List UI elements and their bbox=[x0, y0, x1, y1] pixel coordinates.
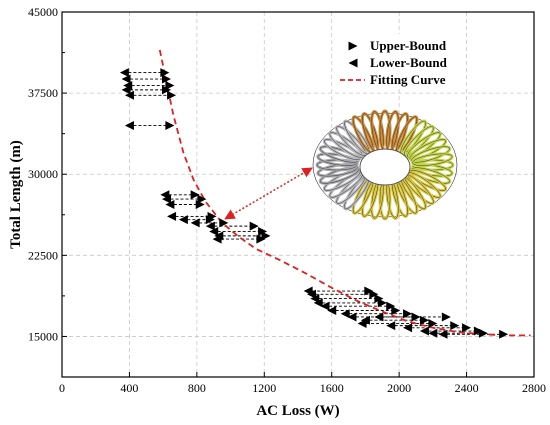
legend: Upper-Bound Lower-Bound Fitting Curve bbox=[336, 34, 456, 88]
lower-bound-point bbox=[347, 312, 357, 322]
lower-bound-point bbox=[121, 85, 131, 95]
upper-bound-markers bbox=[160, 68, 509, 339]
lower-bound-point bbox=[124, 121, 134, 131]
legend-lower-marker bbox=[348, 58, 358, 68]
upper-bound-point bbox=[450, 321, 460, 331]
y-tick-label: 22500 bbox=[28, 248, 58, 262]
lower-bound-markers bbox=[119, 68, 448, 339]
lower-bound-point bbox=[357, 318, 367, 328]
x-tick-label: 1200 bbox=[252, 381, 276, 395]
x-tick-label: 400 bbox=[120, 381, 138, 395]
coil-outline bbox=[412, 153, 453, 166]
fitting-curve-line bbox=[158, 49, 531, 337]
upper-bound-point bbox=[403, 309, 413, 319]
y-tick-label: 15000 bbox=[28, 329, 58, 343]
upper-bound-point bbox=[219, 218, 229, 228]
lower-bound-point bbox=[320, 301, 330, 311]
lower-bound-point bbox=[310, 294, 320, 304]
upper-bound-point bbox=[162, 74, 172, 84]
x-tick-label: 2400 bbox=[455, 381, 479, 395]
lower-bound-point bbox=[165, 200, 175, 210]
x-tick-label: 2800 bbox=[522, 381, 546, 395]
lower-bound-point bbox=[190, 218, 200, 228]
y-axis-title: Total Length (m) bbox=[8, 140, 24, 249]
upper-bound-point bbox=[386, 301, 396, 311]
upper-bound-point bbox=[364, 286, 374, 296]
legend-entry: Upper-Bound bbox=[348, 38, 447, 53]
lower-bound-point bbox=[428, 328, 438, 338]
lower-bound-point bbox=[178, 215, 188, 225]
upper-bound-point bbox=[369, 289, 379, 299]
upper-bound-point bbox=[473, 326, 483, 336]
upper-bound-point bbox=[249, 221, 259, 231]
legend-label: Lower-Bound bbox=[370, 55, 448, 70]
lower-bound-point bbox=[162, 194, 172, 204]
upper-bound-point bbox=[167, 90, 177, 100]
upper-bound-point bbox=[411, 312, 421, 322]
upper-bound-point bbox=[165, 81, 175, 91]
lower-bound-point bbox=[419, 326, 429, 336]
lower-bound-point bbox=[327, 305, 337, 315]
upper-bound-point bbox=[374, 294, 384, 304]
annotation-arrow bbox=[224, 167, 313, 220]
upper-bound-point bbox=[195, 200, 205, 210]
legend-entry: Fitting Curve bbox=[340, 72, 446, 87]
legend-entry: Lower-Bound bbox=[348, 55, 448, 70]
upper-bound-point bbox=[499, 329, 509, 339]
lower-bound-point bbox=[167, 211, 177, 221]
y-tick-label: 45000 bbox=[28, 5, 58, 19]
lower-bound-point bbox=[403, 323, 413, 333]
x-tick-label: 2000 bbox=[387, 381, 411, 395]
x-axis-ticks: 0 400 800 1200 1600 2000 2400 2800 bbox=[59, 372, 546, 395]
upper-bound-point bbox=[160, 68, 170, 78]
torus-coil-image bbox=[312, 109, 458, 221]
x-axis-title: AC Loss (W) bbox=[256, 403, 339, 419]
lower-bound-point bbox=[374, 312, 384, 322]
lower-bound-point bbox=[205, 221, 215, 231]
lower-bound-point bbox=[340, 309, 350, 319]
upper-bound-point bbox=[256, 234, 266, 244]
upper-bound-point bbox=[165, 121, 175, 131]
fitting-curve bbox=[158, 49, 531, 337]
legend-label: Upper-Bound bbox=[370, 38, 447, 53]
coil-outline bbox=[336, 126, 366, 156]
upper-bound-point bbox=[428, 318, 438, 328]
upper-bound-point bbox=[258, 227, 268, 237]
coil-outline bbox=[404, 126, 434, 156]
upper-bound-point bbox=[478, 328, 488, 338]
x-tick-label: 800 bbox=[188, 381, 206, 395]
upper-bound-point bbox=[261, 231, 271, 241]
lower-bound-point bbox=[119, 68, 129, 78]
upper-bound-point bbox=[190, 190, 200, 200]
lower-bound-point bbox=[313, 298, 323, 308]
upper-bound-point bbox=[377, 298, 387, 308]
upper-bound-point bbox=[162, 85, 172, 95]
grid bbox=[62, 12, 534, 377]
upper-bound-point bbox=[205, 215, 215, 225]
x-tick-label: 0 bbox=[59, 381, 65, 395]
lower-bound-point bbox=[212, 234, 222, 244]
upper-bound-point bbox=[197, 194, 207, 204]
y-axis-ticks: 15000 22500 30000 37500 45000 bbox=[28, 5, 67, 343]
upper-bound-point bbox=[462, 323, 472, 333]
y-tick-label: 37500 bbox=[28, 86, 58, 100]
lower-bound-point bbox=[306, 289, 316, 299]
legend-upper-marker bbox=[348, 41, 358, 51]
upper-bound-point bbox=[419, 315, 429, 325]
upper-bound-point bbox=[391, 305, 401, 315]
legend-label: Fitting Curve bbox=[370, 72, 446, 87]
x-tick-label: 1600 bbox=[320, 381, 344, 395]
upper-bound-point bbox=[441, 312, 451, 322]
lower-bound-point bbox=[121, 74, 131, 84]
plot-frame bbox=[61, 11, 535, 378]
lower-bound-point bbox=[438, 329, 448, 339]
y-tick-label: 30000 bbox=[28, 167, 58, 181]
lower-bound-point bbox=[386, 321, 396, 331]
lower-bound-point bbox=[124, 90, 134, 100]
coil-outline bbox=[411, 146, 450, 163]
lower-bound-point bbox=[209, 227, 219, 237]
